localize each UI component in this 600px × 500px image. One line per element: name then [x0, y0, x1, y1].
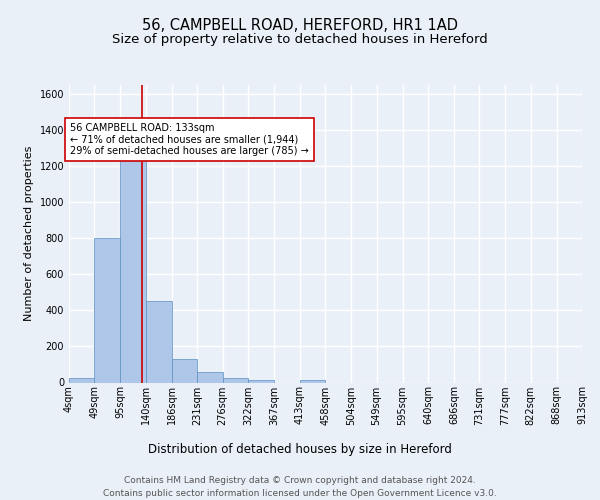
- Bar: [223, 378, 248, 382]
- Text: 56, CAMPBELL ROAD, HEREFORD, HR1 1AD: 56, CAMPBELL ROAD, HEREFORD, HR1 1AD: [142, 18, 458, 32]
- Text: Size of property relative to detached houses in Hereford: Size of property relative to detached ho…: [112, 32, 488, 46]
- Bar: [172, 359, 197, 382]
- Bar: [121, 159, 146, 382]
- Text: Contains HM Land Registry data © Crown copyright and database right 2024.
Contai: Contains HM Land Registry data © Crown c…: [103, 476, 497, 498]
- Text: Distribution of detached houses by size in Hereford: Distribution of detached houses by size …: [148, 442, 452, 456]
- Y-axis label: Number of detached properties: Number of detached properties: [24, 146, 34, 322]
- Bar: [146, 302, 172, 382]
- Bar: [300, 380, 325, 382]
- Bar: [248, 380, 274, 382]
- Bar: [94, 238, 121, 382]
- Text: 56 CAMPBELL ROAD: 133sqm
← 71% of detached houses are smaller (1,944)
29% of sem: 56 CAMPBELL ROAD: 133sqm ← 71% of detach…: [70, 123, 309, 156]
- Bar: [69, 378, 94, 382]
- Bar: [197, 372, 223, 382]
